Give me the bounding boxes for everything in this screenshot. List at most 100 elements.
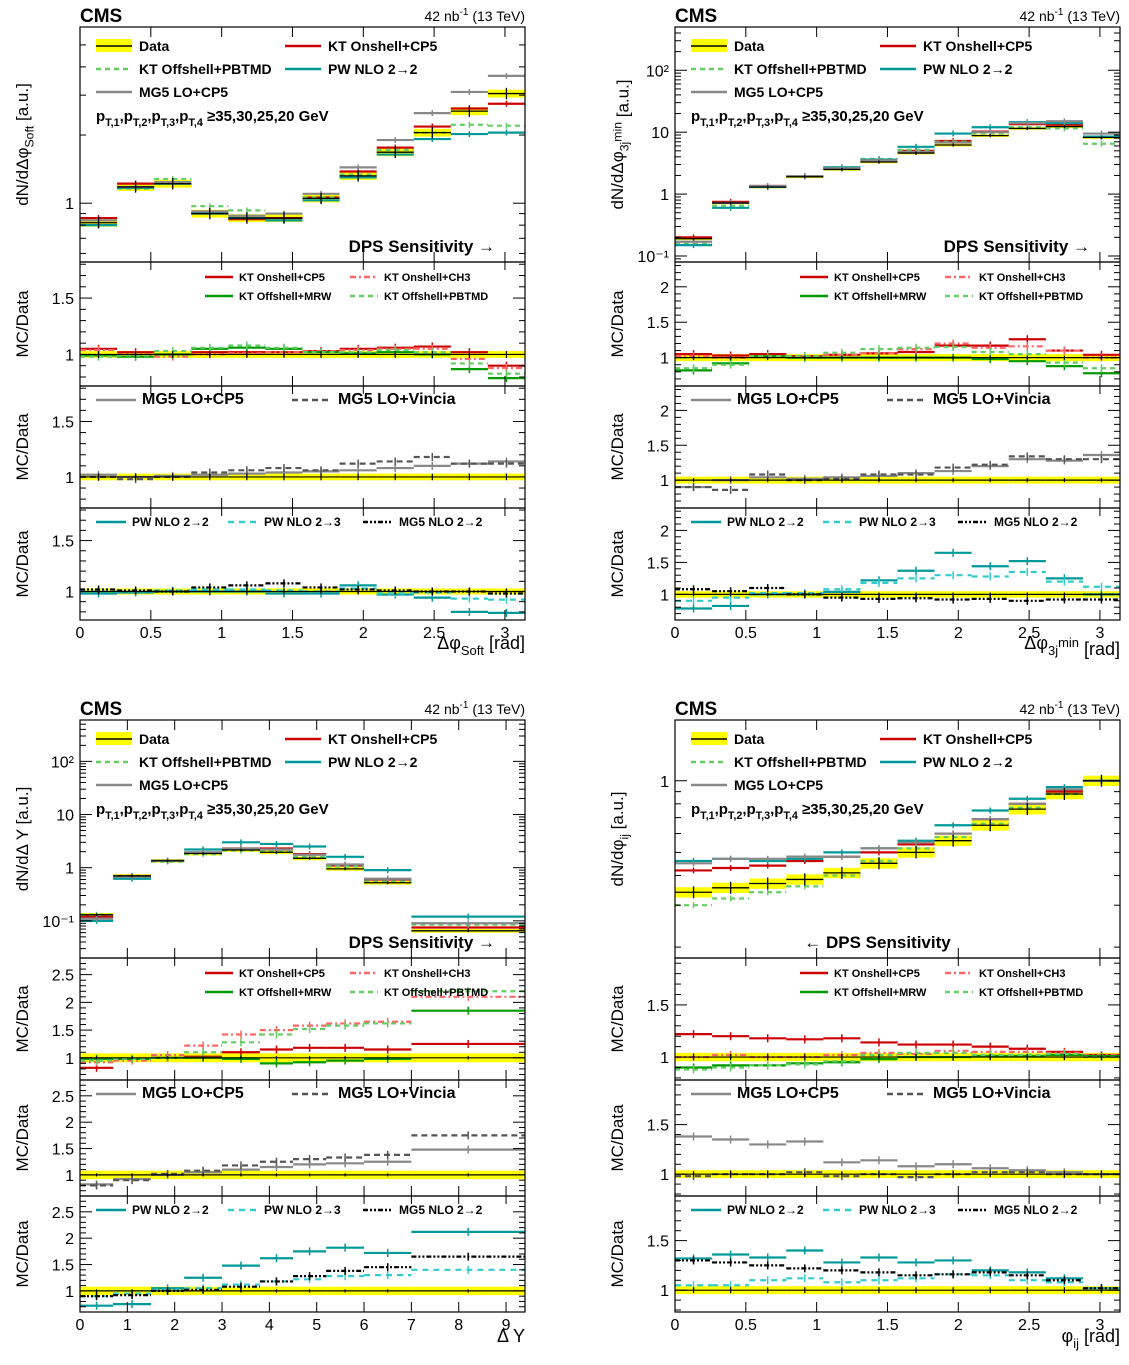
x-tick-label: 4: [265, 1317, 274, 1334]
legend-label-mg5_lo_cp5: MG5 LO+CP5: [139, 84, 228, 100]
ratio-y-tick-label: 1.5: [52, 1142, 74, 1159]
ratio-y-tick-label: 2: [660, 280, 669, 297]
x-tick-label: 0.5: [140, 625, 162, 642]
legend-label-data: Data: [139, 731, 170, 747]
chart-dphi_3j_min: CMS 42 nb-1 (13 TeV)10⁻¹11010²dN/dΔφ3jmin…: [608, 6, 1121, 659]
main-plot-area: [675, 118, 1120, 249]
x-tick-label: 0: [76, 625, 85, 642]
ratio-plot-area: [80, 987, 525, 1072]
y-tick-label: 10²: [646, 63, 670, 80]
ratio-legend-label-kt_offshell_pbtmd: KT Offshell+PBTMD: [979, 291, 1083, 303]
ratio-panel-3: 1 1.5 2 2.5 MC/Data PW NLO 2→2 PW NLO 2→3 MG5 N…: [13, 1195, 526, 1313]
ratio-panel-1: 1 1.5 2 MC/Data KT Onshell+CP5 KT Onshell+CH3…: [608, 261, 1121, 387]
lumi-label: 42 nb-1 (13 TeV): [1020, 700, 1121, 717]
ratio-legend-label-pw_nlo_23: PW NLO 2→3: [859, 1203, 936, 1217]
y-tick-label: 1: [65, 196, 74, 213]
ratio-y-tick-label: 1: [65, 584, 74, 601]
x-tick-label: 2: [954, 625, 963, 642]
legend-label-data: Data: [734, 731, 765, 747]
ratio-y-axis-title: MC/Data: [608, 1220, 627, 1288]
x-tick-label: 2.5: [1018, 1317, 1040, 1334]
ratio-y-tick-label: 1.5: [52, 534, 74, 551]
ratio-legend-label-kt_offshell_mrw: KT Offshell+MRW: [239, 291, 332, 303]
main-panel: 10⁻¹ 1 10 10² dN/dΔφ3jmin [a.u.] Data KT Onshe…: [608, 26, 1121, 266]
main-plot-area: [675, 774, 1120, 909]
cuts-label: pT,1,pT,2,pT,3,pT,4 ≥35,30,25,20 GeV: [691, 108, 924, 129]
y-tick-label: 10⁻¹: [42, 914, 74, 931]
legend-label-pw_nlo_22: PW NLO 2→2: [328, 61, 418, 77]
ratio-y-axis-title: MC/Data: [13, 290, 32, 358]
experiment-label: CMS: [80, 6, 122, 27]
ratio-legend-label-mg5_lo_vincia: MG5 LO+Vincia: [933, 391, 1051, 408]
x-tick-label: 7: [407, 1317, 416, 1334]
ratio-panel-2: 1 1.5 MC/Data MG5 LO+CP5 MG5 LO+Vincia: [608, 1079, 1121, 1197]
experiment-label: CMS: [675, 6, 717, 27]
ratio-y-tick-label: 2.5: [52, 968, 74, 985]
legend-label-mg5_lo_cp5: MG5 LO+CP5: [734, 777, 823, 793]
ratio-y-tick-label: 1: [65, 1284, 74, 1301]
ratio-panel-3: 1 1.5 MC/Data PW NLO 2→2 PW NLO 2→3 MG5 NLO 2…: [13, 507, 526, 621]
legend-label-kt_onshell_cp5: KT Onshell+CP5: [923, 38, 1033, 54]
x-tick-label: 2.5: [423, 625, 445, 642]
ratio-y-tick-label: 1: [65, 1168, 74, 1185]
ratio-panel-3: 1 1.5 2 MC/Data PW NLO 2→2 PW NLO 2→3 MG5 NLO …: [608, 507, 1121, 621]
x-tick-label: 2: [954, 1317, 963, 1334]
ratio-legend-label-mg5_nlo_22: MG5 NLO 2→2: [994, 515, 1078, 529]
ratio-legend-label-kt_onshell_ch3: KT Onshell+CH3: [979, 968, 1066, 980]
ratio-y-tick-label: 1.5: [647, 555, 669, 572]
ratio-y-tick-label: 1: [660, 351, 669, 368]
x-tick-label: 0: [671, 1317, 680, 1334]
x-tick-label: 6: [360, 1317, 369, 1334]
ratio-plot-area: [675, 1246, 1120, 1295]
ratio-legend-label-mg5_lo_cp5: MG5 LO+CP5: [737, 1085, 839, 1102]
x-tick-label: 3: [218, 1317, 227, 1334]
ratio-legend-label-kt_offshell_pbtmd: KT Offshell+PBTMD: [979, 987, 1083, 999]
dps-sensitivity-label: DPS Sensitivity →: [349, 933, 495, 952]
x-tick-label: 1: [812, 625, 821, 642]
ratio-y-axis-title: MC/Data: [13, 413, 32, 481]
ratio-y-tick-label: 1: [65, 347, 74, 364]
ratio-plot-area: [80, 1227, 525, 1310]
ratio-plot-area: [80, 452, 525, 484]
ratio-legend-label-mg5_lo_vincia: MG5 LO+Vincia: [338, 1085, 456, 1102]
ratio-y-tick-label: 1.5: [52, 1023, 74, 1040]
legend-label-kt_offshell_pbtmd: KT Offshell+PBTMD: [139, 61, 272, 77]
ratio-legend-label-mg5_nlo_22: MG5 NLO 2→2: [399, 515, 483, 529]
ratio-legend-label-mg5_lo_cp5: MG5 LO+CP5: [142, 1085, 244, 1102]
ratio-plot-area: [80, 341, 525, 383]
cuts-label: pT,1,pT,2,pT,3,pT,4 ≥35,30,25,20 GeV: [96, 801, 329, 822]
x-tick-label: 3: [1095, 625, 1104, 642]
ratio-y-tick-label: 1: [660, 1050, 669, 1067]
legend-label-pw_nlo_22: PW NLO 2→2: [328, 754, 418, 770]
ratio-plot-area: [675, 1132, 1120, 1182]
ratio-y-tick-label: 1.5: [52, 291, 74, 308]
x-tick-label: 5: [312, 1317, 321, 1334]
ratio-legend-label-kt_onshell_cp5: KT Onshell+CP5: [239, 968, 325, 980]
ratio-legend-label-kt_offshell_mrw: KT Offshell+MRW: [834, 987, 927, 999]
ratio-y-axis-title: MC/Data: [13, 1220, 32, 1288]
ratio-frame: [79, 507, 526, 621]
x-tick-label: 8: [454, 1317, 463, 1334]
legend-label-mg5_lo_cp5: MG5 LO+CP5: [734, 84, 823, 100]
ratio-y-tick-label: 1.5: [647, 438, 669, 455]
x-tick-label: 0.5: [735, 1317, 757, 1334]
ratio-legend-label-pw_nlo_23: PW NLO 2→3: [264, 515, 341, 529]
ratio-plot-area: [80, 1131, 525, 1190]
ratio-y-tick-label: 2: [65, 1231, 74, 1248]
lumi-label: 42 nb-1 (13 TeV): [425, 7, 526, 24]
cuts-label: pT,1,pT,2,pT,3,pT,4 ≥35,30,25,20 GeV: [96, 108, 329, 129]
legend-label-pw_nlo_22: PW NLO 2→2: [923, 61, 1013, 77]
ratio-legend-label-kt_offshell_mrw: KT Offshell+MRW: [239, 987, 332, 999]
ratio-panel-2: 1 1.5 2 MC/Data MG5 LO+CP5 MG5 LO+Vincia: [608, 385, 1121, 509]
y-tick-label: 1: [660, 187, 669, 204]
chart-phi_ij: CMS 42 nb-1 (13 TeV) 1 dN/dφij [a.u.] Data KT…: [608, 699, 1121, 1351]
legend-label-mg5_lo_cp5: MG5 LO+CP5: [139, 777, 228, 793]
ratio-legend-label-kt_offshell_pbtmd: KT Offshell+PBTMD: [384, 987, 488, 999]
x-tick-label: 0.5: [735, 625, 757, 642]
main-panel: 1 dN/dφij [a.u.] Data KT Onshell+CP5 KT Offs…: [608, 719, 1121, 959]
ratio-y-tick-label: 1: [65, 1051, 74, 1068]
ratio-frame: [674, 1195, 1121, 1313]
ratio-frame: [674, 507, 1121, 621]
ratio-plot-area: [675, 335, 1120, 378]
ratio-y-tick-label: 2: [660, 403, 669, 420]
